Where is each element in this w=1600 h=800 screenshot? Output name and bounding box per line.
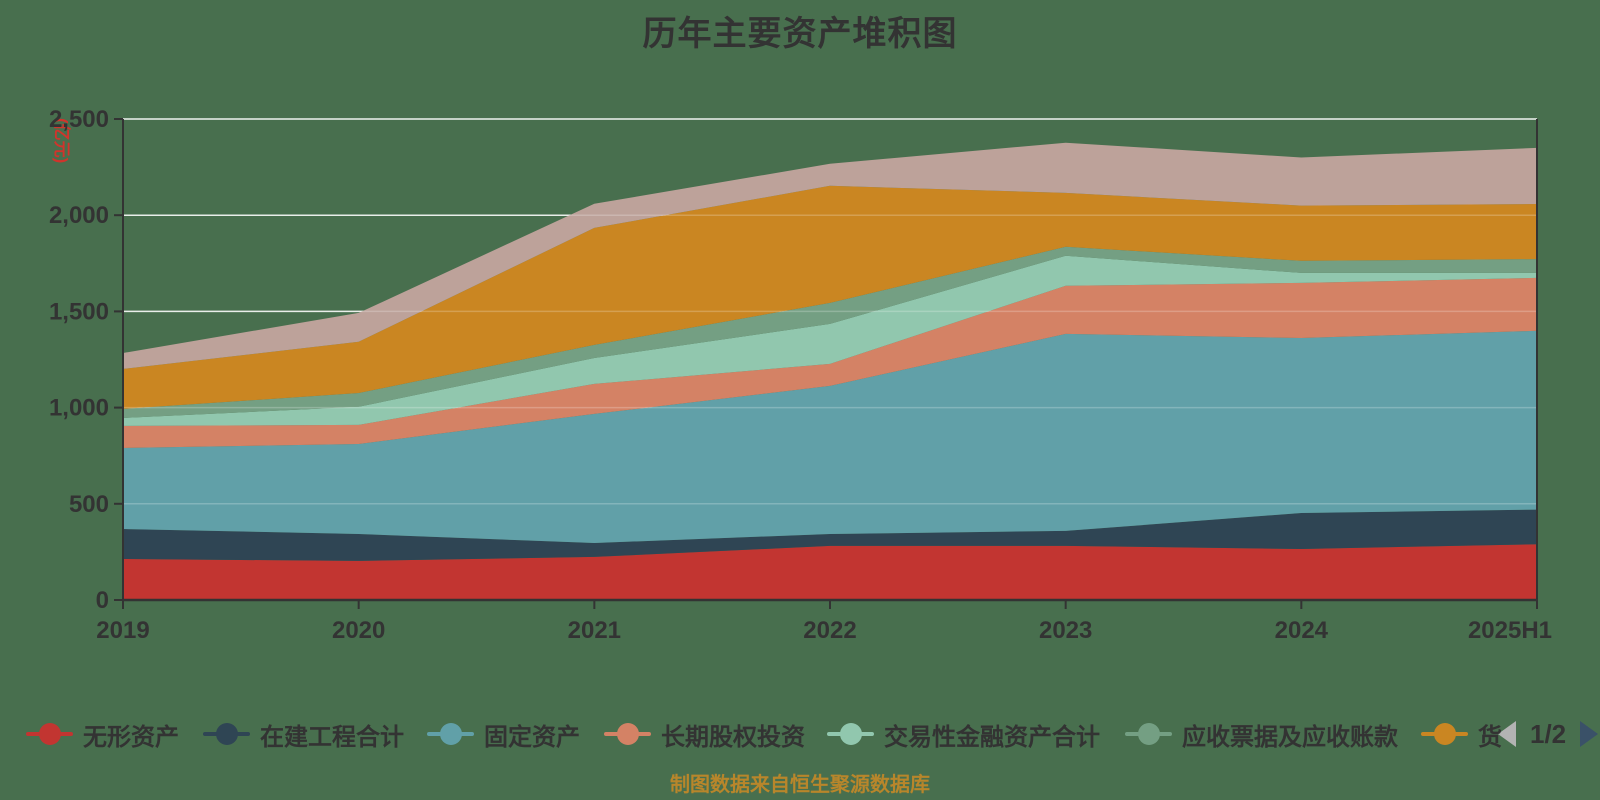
legend-item-label: 无形资产 — [83, 723, 179, 751]
x-tick-label-2021: 2021 — [568, 617, 621, 644]
legend-marker-icon — [203, 722, 250, 746]
area-series-应收票据及应收账款[interactable] — [123, 246, 1537, 418]
x-tick-label-2019: 2019 — [96, 617, 149, 644]
y-tick-label-1000: 1,000 — [49, 395, 109, 422]
legend-marker-dot — [1138, 723, 1160, 745]
legend-item-label: 货 — [1478, 723, 1502, 751]
legend-item-label: 固定资产 — [484, 723, 580, 751]
legend-marker-dot — [216, 723, 238, 745]
area-series-在建工程合计[interactable] — [123, 509, 1537, 561]
area-series-page2-7[interactable] — [123, 142, 1537, 369]
legend-next-arrow[interactable] — [1580, 721, 1599, 747]
legend-marker-dot — [840, 723, 862, 745]
legend-pager: 1/2 — [1498, 710, 1599, 758]
legend-item-固定资产[interactable]: 固定资产 — [427, 710, 580, 758]
area-series-交易性金融资产合计[interactable] — [123, 255, 1537, 426]
legend-marker-dot — [440, 723, 462, 745]
legend-item-交易性金融资产合计[interactable]: 交易性金融资产合计 — [827, 710, 1100, 758]
legend-item-label: 交易性金融资产合计 — [884, 723, 1100, 751]
legend-item-长期股权投资[interactable]: 长期股权投资 — [604, 710, 805, 758]
legend-item-label: 长期股权投资 — [661, 723, 805, 751]
y-tick-label-0: 0 — [96, 587, 109, 614]
y-tick-label-500: 500 — [69, 491, 109, 518]
legend: 1/2 无形资产 在建工程合计 固定资产 长期股权投资 交易性金融资产合计 应收票据及应收… — [0, 710, 1600, 758]
legend-marker-icon — [26, 722, 73, 746]
x-tick-label-2024: 2024 — [1275, 617, 1329, 644]
x-tick-label-2025H1: 2025H1 — [1468, 617, 1552, 644]
legend-marker-dot — [1434, 723, 1456, 745]
legend-item-在建工程合计[interactable]: 在建工程合计 — [203, 710, 404, 758]
legend-marker-icon — [1125, 722, 1172, 746]
legend-item-货[interactable]: 货 — [1421, 710, 1502, 758]
area-series-固定资产[interactable] — [123, 330, 1537, 543]
legend-item-无形资产[interactable]: 无形资产 — [26, 710, 179, 758]
legend-marker-icon — [427, 722, 474, 746]
legend-marker-icon — [827, 722, 874, 746]
legend-pager-text: 1/2 — [1530, 718, 1567, 749]
y-tick-label-2500: 2,500 — [49, 106, 109, 133]
legend-marker-dot — [617, 723, 639, 745]
legend-marker-icon — [604, 722, 651, 746]
legend-item-label: 应收票据及应收账款 — [1182, 723, 1398, 751]
y-tick-label-2000: 2,000 — [49, 202, 109, 229]
area-series-无形资产[interactable] — [123, 544, 1537, 600]
legend-prev-arrow[interactable] — [1498, 721, 1516, 747]
x-tick-label-2020: 2020 — [332, 617, 385, 644]
legend-item-应收票据及应收账款[interactable]: 应收票据及应收账款 — [1125, 710, 1398, 758]
data-source-caption: 制图数据来自恒生聚源数据库 — [670, 774, 930, 796]
legend-marker-dot — [39, 723, 61, 745]
area-series-长期股权投资[interactable] — [123, 277, 1537, 448]
chart-title: 历年主要资产堆积图 — [642, 15, 958, 53]
legend-item-label: 在建工程合计 — [260, 723, 404, 751]
area-series-货[interactable] — [123, 185, 1537, 409]
y-tick-label-1500: 1,500 — [49, 298, 109, 325]
stacked-area-chart: 0 500 1,000 1,500 2,000 2,500 2019 2020 2021 2022… — [49, 106, 1552, 644]
legend-marker-icon — [1421, 722, 1468, 746]
x-tick-label-2022: 2022 — [803, 617, 856, 644]
x-tick-label-2023: 2023 — [1039, 617, 1092, 644]
